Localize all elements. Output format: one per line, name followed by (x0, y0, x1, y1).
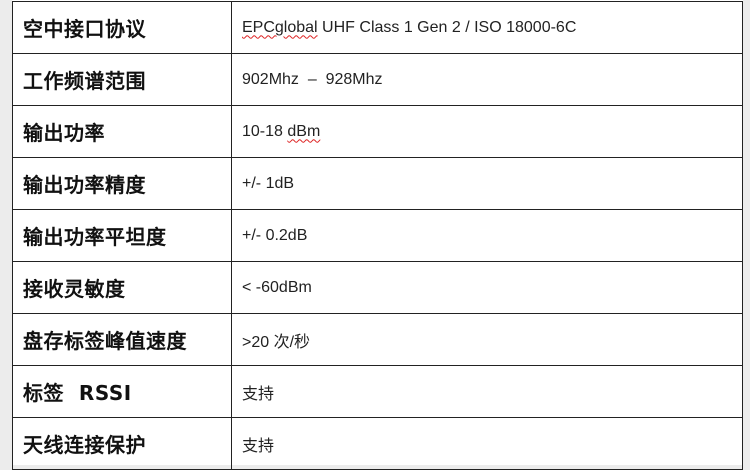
table-row: 接收灵敏度 < -60dBm (12, 261, 743, 314)
spec-value: 10-18 dBm (231, 105, 743, 158)
spec-value-text: 10-18 (242, 122, 288, 140)
spec-label: 输出功率精度 (12, 157, 232, 210)
spec-value: >20 次/秒 (231, 313, 743, 366)
spec-label: 空中接口协议 (12, 1, 232, 54)
spec-value: 902Mhz – 928Mhz (231, 53, 743, 106)
spec-label: 工作频谱范围 (12, 53, 232, 106)
spellcheck-word: EPCglobal (242, 18, 318, 36)
spec-label: 盘存标签峰值速度 (12, 313, 232, 366)
spec-label: 输出功率 (12, 105, 232, 158)
spec-value-text: UHF Class 1 Gen 2 / ISO 18000-6C (317, 18, 577, 36)
spec-value: EPCglobal UHF Class 1 Gen 2 / ISO 18000-… (231, 1, 743, 54)
spec-value: +/- 0.2dB (231, 209, 743, 262)
table-row: 盘存标签峰值速度 >20 次/秒 (12, 313, 743, 366)
table-row: 输出功率 10-18 dBm (12, 105, 743, 158)
table-row: 标签 RSSI 支持 (12, 365, 743, 418)
table-row: 工作频谱范围 902Mhz – 928Mhz (12, 53, 743, 106)
spec-value: 支持 (231, 417, 743, 470)
spec-value: < -60dBm (231, 261, 743, 314)
table-row: 天线连接保护 支持 (12, 417, 743, 470)
spec-value: +/- 1dB (231, 157, 743, 210)
spec-label: 接收灵敏度 (12, 261, 232, 314)
table-row: 输出功率平坦度 +/- 0.2dB (12, 209, 743, 262)
spec-label: 输出功率平坦度 (12, 209, 232, 262)
spec-label: 天线连接保护 (12, 417, 232, 470)
table-row: 输出功率精度 +/- 1dB (12, 157, 743, 210)
spellcheck-word: dBm (287, 122, 321, 140)
spec-value: 支持 (231, 365, 743, 418)
spec-table: 空中接口协议 EPCglobal UHF Class 1 Gen 2 / ISO… (12, 1, 743, 470)
spec-label: 标签 RSSI (12, 365, 232, 418)
table-row: 空中接口协议 EPCglobal UHF Class 1 Gen 2 / ISO… (12, 1, 743, 54)
